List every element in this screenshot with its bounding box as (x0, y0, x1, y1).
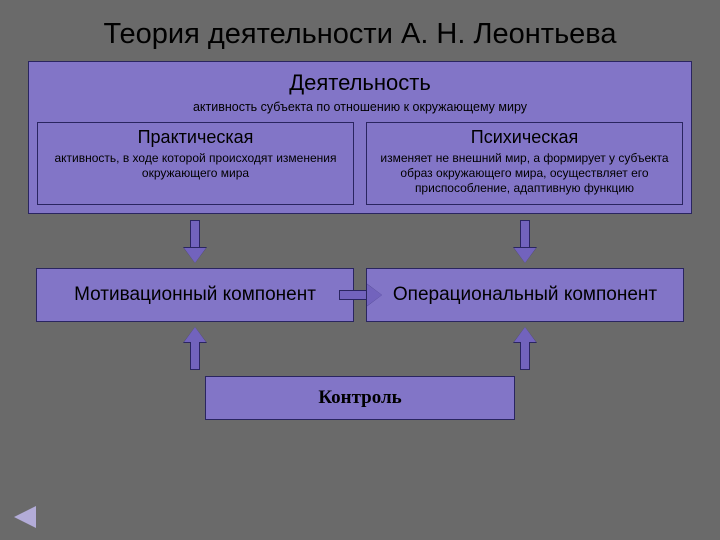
nav-back-icon[interactable] (14, 506, 36, 528)
page-title: Теория деятельности А. Н. Леонтьева (0, 0, 720, 61)
activity-subtitle: активность субъекта по отношению к окруж… (29, 100, 691, 114)
components-row: Мотивационный компонент Операциональный … (28, 268, 692, 322)
arrow-down-icon (515, 220, 535, 262)
arrow-up-icon (185, 328, 205, 370)
activity-header: Деятельность (29, 70, 691, 96)
practical-title: Практическая (44, 127, 347, 148)
psychic-desc: изменяет не внешний мир, а формирует у с… (373, 151, 676, 196)
arrows-from-control (28, 322, 692, 376)
arrow-right-icon (339, 285, 381, 305)
operational-component-box: Операциональный компонент (366, 268, 684, 322)
psychic-box: Психическая изменяет не внешний мир, а ф… (366, 122, 683, 205)
motivational-component-box: Мотивационный компонент (36, 268, 354, 322)
activity-columns: Практическая активность, в ходе которой … (29, 122, 691, 211)
arrows-to-components (28, 214, 692, 268)
psychic-title: Психическая (373, 127, 676, 148)
activity-main-box: Деятельность активность субъекта по отно… (28, 61, 692, 214)
arrow-right-wrap (339, 285, 381, 305)
arrow-up-icon (515, 328, 535, 370)
control-box: Контроль (205, 376, 515, 420)
arrow-down-icon (185, 220, 205, 262)
practical-desc: активность, в ходе которой происходят из… (44, 151, 347, 181)
practical-box: Практическая активность, в ходе которой … (37, 122, 354, 205)
